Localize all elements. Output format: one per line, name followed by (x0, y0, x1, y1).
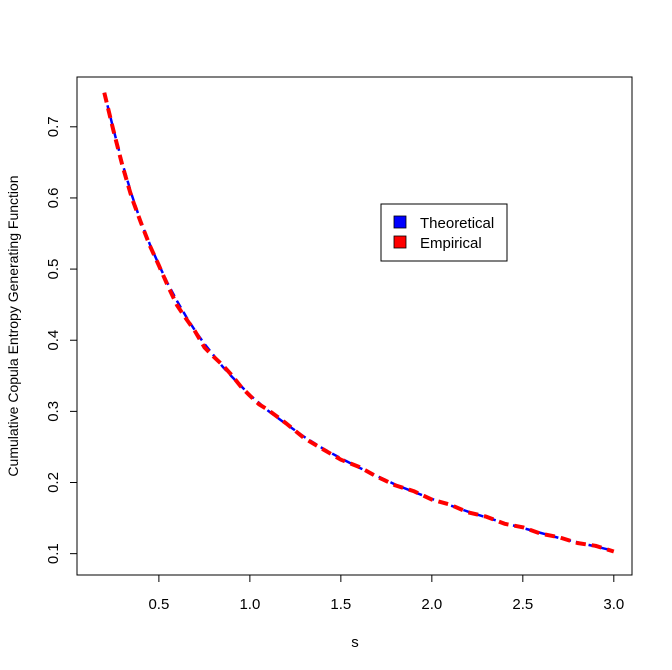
legend-swatch-theoretical (393, 215, 407, 229)
series-line-theoretical (103, 92, 615, 553)
x-tick-label: 2.5 (512, 596, 533, 613)
legend-swatch-empirical (393, 235, 407, 249)
y-axis-label: Cumulative Copula Entropy Generating Fun… (5, 175, 21, 476)
y-tick-label: 0.3 (45, 401, 62, 422)
y-tick-label: 0.6 (45, 188, 62, 209)
x-tick-label: 1.5 (330, 596, 351, 613)
legend-box (380, 203, 508, 262)
y-tick-label: 0.5 (45, 259, 62, 280)
x-tick-label: 3.0 (603, 596, 624, 613)
legend-label-empirical: Empirical (420, 235, 482, 252)
x-axis-label: s (351, 634, 359, 651)
legend-label-theoretical: Theoretical (420, 215, 494, 232)
series-layer (102, 92, 615, 554)
x-tick-label: 1.0 (239, 596, 260, 613)
y-tick-label: 0.7 (45, 116, 62, 137)
x-axis: 0.5 1.0 1.5 2.0 2.5 3.0 (148, 574, 624, 613)
y-axis: 0.1 0.2 0.3 0.4 0.5 0.6 0.7 (45, 116, 78, 564)
y-tick-label: 0.4 (45, 330, 62, 351)
series-line-empirical (102, 92, 615, 554)
y-tick-label: 0.2 (45, 472, 62, 493)
plot-frame (76, 76, 633, 576)
legend: Theoretical Empirical (380, 203, 508, 262)
x-tick-label: 2.0 (421, 596, 442, 613)
y-tick-label: 0.1 (45, 543, 62, 564)
x-tick-label: 0.5 (148, 596, 169, 613)
